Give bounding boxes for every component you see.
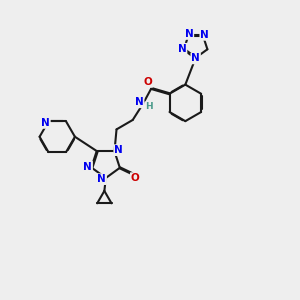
Text: H: H (145, 102, 153, 111)
Text: N: N (184, 29, 193, 39)
Text: N: N (178, 44, 187, 54)
Text: N: N (114, 145, 123, 155)
Text: N: N (41, 118, 50, 128)
Text: N: N (135, 97, 144, 107)
Text: O: O (131, 173, 140, 183)
Text: O: O (143, 77, 152, 87)
Text: N: N (97, 174, 106, 184)
Text: N: N (200, 30, 209, 40)
Text: N: N (83, 162, 92, 172)
Text: N: N (191, 53, 200, 63)
